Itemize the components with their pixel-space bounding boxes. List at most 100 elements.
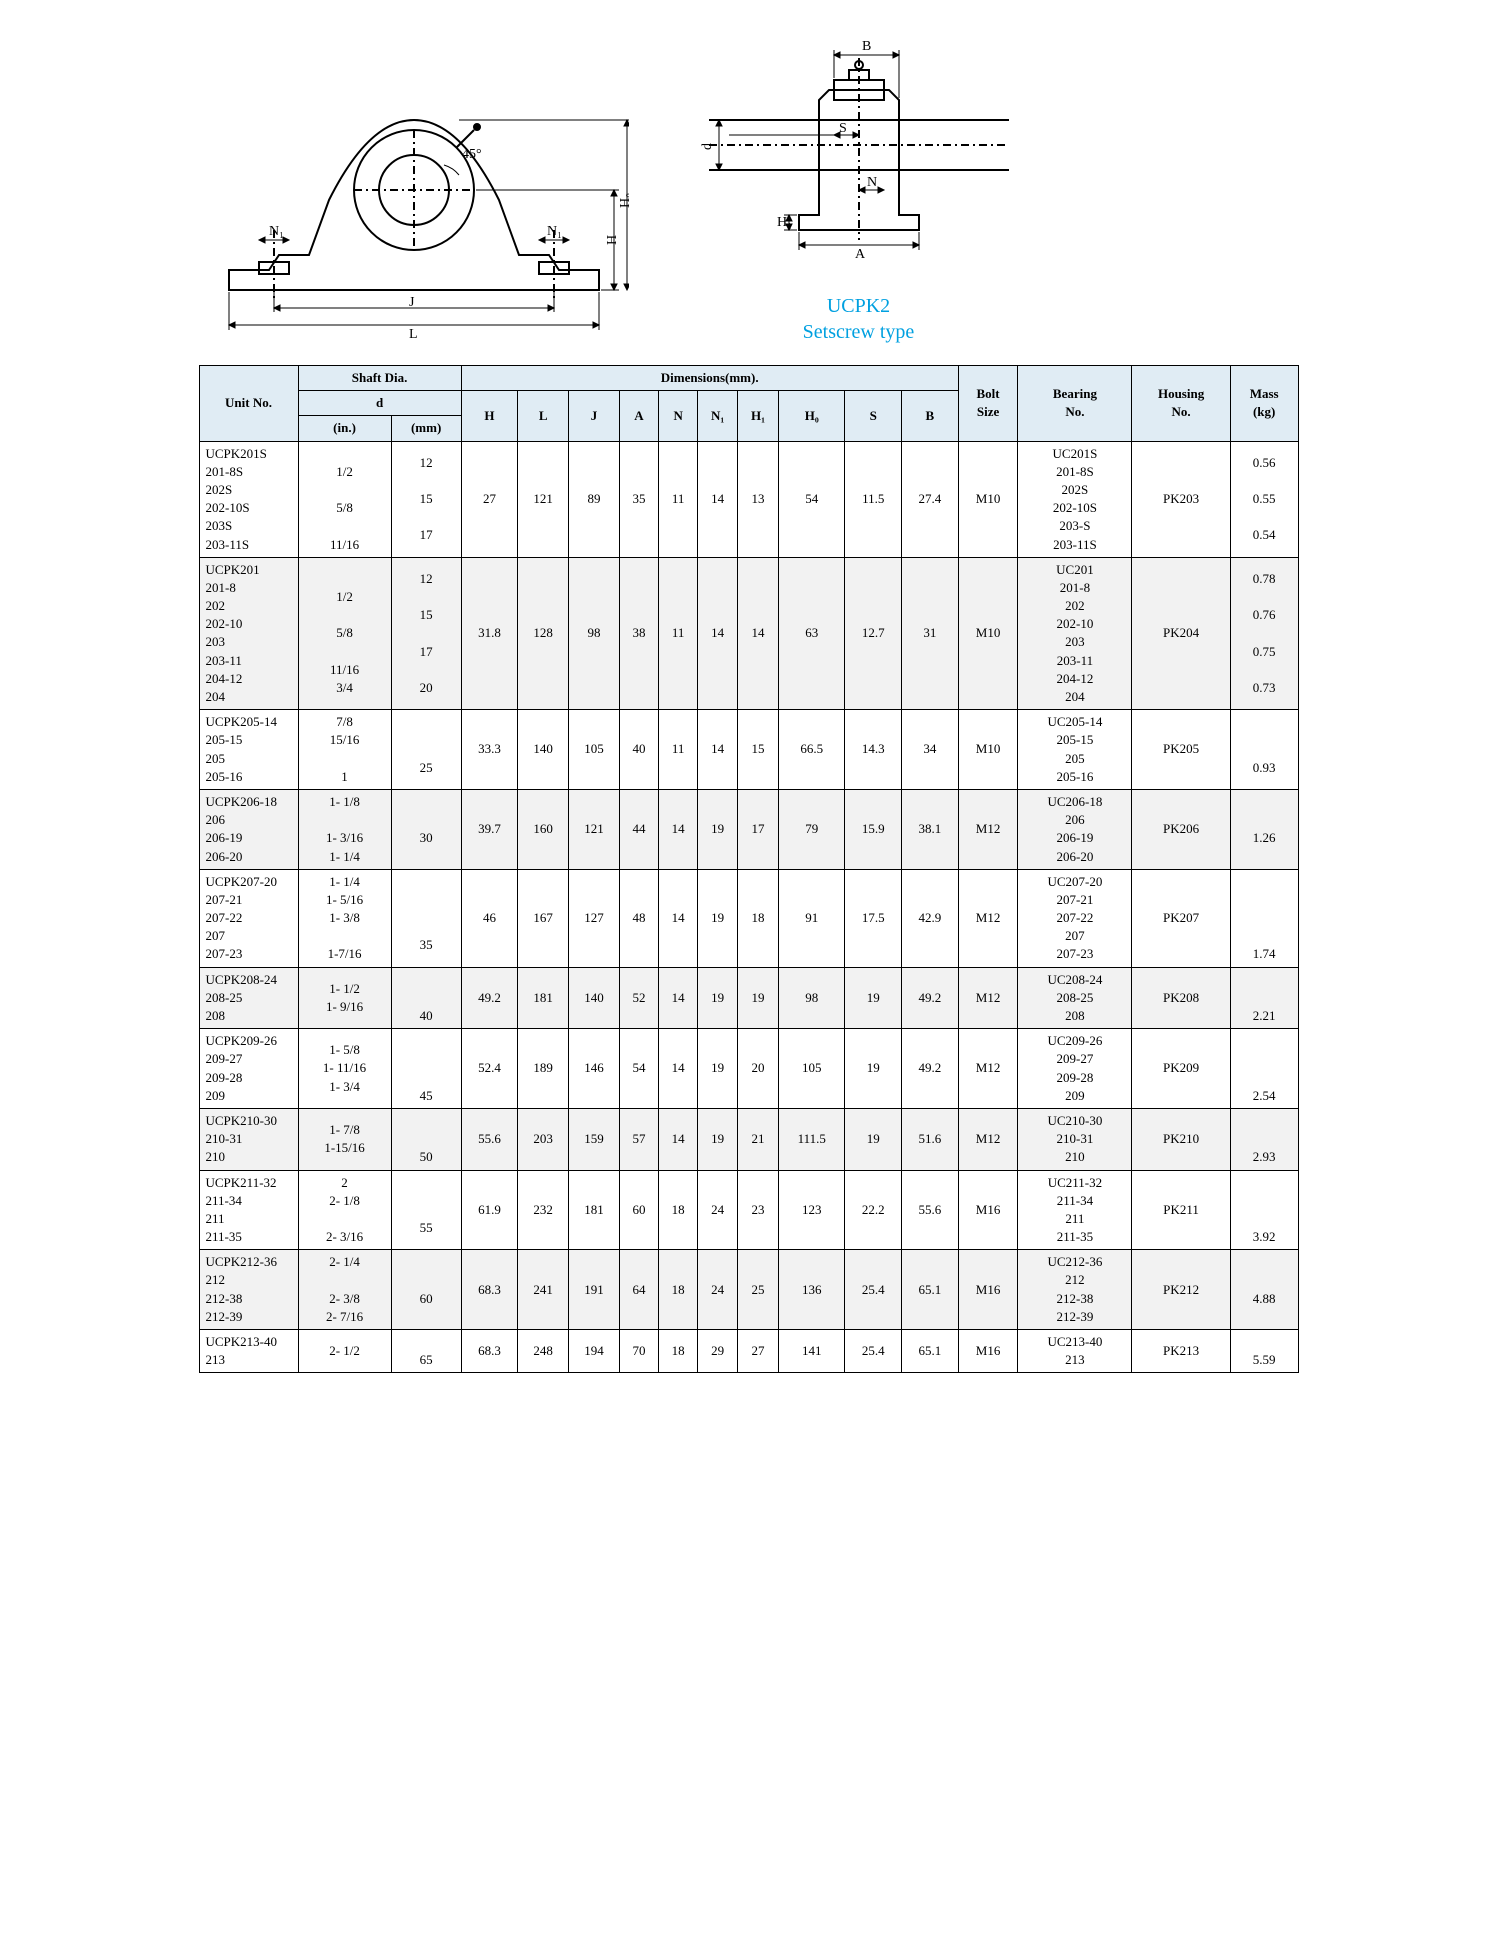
cell-mass: 1.26 [1230,789,1298,869]
cell-h0: 98 [779,967,845,1029]
cell-in: 1/2 5/8 11/16 [298,441,391,557]
cell-unit: UCPK208-24 208-25 208 [199,967,298,1029]
cell-bearing: UC208-24 208-25 208 [1018,967,1132,1029]
cell-s: 14.3 [845,710,902,790]
cell-n: 11 [659,557,698,710]
cell-h0: 136 [779,1250,845,1330]
cell-unit: UCPK210-30 210-31 210 [199,1108,298,1170]
th-s: S [845,391,902,441]
cell-mass: 4.88 [1230,1250,1298,1330]
cell-b: 55.6 [902,1170,959,1250]
cell-unit: UCPK201S 201-8S 202S 202-10S 203S 203-11… [199,441,298,557]
dim-h: H [605,235,620,245]
cell-a: 52 [619,967,658,1029]
cell-h: 46 [461,869,518,967]
cell-mm: 50 [391,1108,461,1170]
cell-h0: 105 [779,1029,845,1109]
table-row: UCPK207-20 207-21 207-22 207 207-231- 1/… [199,869,1298,967]
cell-bolt: M10 [958,441,1018,557]
cell-b: 38.1 [902,789,959,869]
cell-a: 64 [619,1250,658,1330]
cell-s: 15.9 [845,789,902,869]
cell-mm: 12 15 17 [391,441,461,557]
cell-j: 105 [569,710,620,790]
cell-n: 14 [659,967,698,1029]
diagram-row: N₁ N₁ 45° H₀ H J L [199,20,1299,345]
cell-l: 128 [518,557,569,710]
cell-l: 167 [518,869,569,967]
cell-bolt: M16 [958,1170,1018,1250]
cell-n: 11 [659,710,698,790]
cell-mm: 45 [391,1029,461,1109]
cell-a: 54 [619,1029,658,1109]
th-bearing: Bearing No. [1018,366,1132,442]
table-row: UCPK201S 201-8S 202S 202-10S 203S 203-11… [199,441,1298,557]
cell-in: 1- 5/8 1- 11/16 1- 3/4 [298,1029,391,1109]
cell-s: 12.7 [845,557,902,710]
cell-mass: 2.93 [1230,1108,1298,1170]
cell-b: 49.2 [902,1029,959,1109]
cell-housing: PK203 [1132,441,1230,557]
cell-b: 49.2 [902,967,959,1029]
cell-h: 68.3 [461,1330,518,1373]
cell-mm: 35 [391,869,461,967]
cell-h: 39.7 [461,789,518,869]
cell-in: 1- 1/4 1- 5/16 1- 3/8 1-7/16 [298,869,391,967]
cell-h1: 21 [738,1108,779,1170]
cell-s: 25.4 [845,1250,902,1330]
table-row: UCPK201 201-8 202 202-10 203 203-11 204-… [199,557,1298,710]
cell-unit: UCPK206-18 206 206-19 206-20 [199,789,298,869]
cell-h0: 123 [779,1170,845,1250]
th-h0: H₀ [779,391,845,441]
cell-s: 11.5 [845,441,902,557]
th-n: N [659,391,698,441]
cell-housing: PK209 [1132,1029,1230,1109]
cell-bearing: UC210-30 210-31 210 [1018,1108,1132,1170]
th-mm: (mm) [391,416,461,441]
cell-h1: 15 [738,710,779,790]
cell-l: 121 [518,441,569,557]
cell-j: 191 [569,1250,620,1330]
cell-h0: 111.5 [779,1108,845,1170]
cell-h: 55.6 [461,1108,518,1170]
cell-n: 14 [659,869,698,967]
cell-in: 1- 1/8 1- 3/16 1- 1/4 [298,789,391,869]
cell-in: 1/2 5/8 11/16 3/4 [298,557,391,710]
cell-n: 11 [659,441,698,557]
cell-unit: UCPK209-26 209-27 209-28 209 [199,1029,298,1109]
cell-bolt: M12 [958,869,1018,967]
cell-h1: 20 [738,1029,779,1109]
cell-h: 31.8 [461,557,518,710]
side-diagram: B S d N H₁ A UCPK2 Setscrew type [689,20,1029,345]
cell-mass: 1.74 [1230,869,1298,967]
cell-unit: UCPK205-14 205-15 205 205-16 [199,710,298,790]
cell-a: 38 [619,557,658,710]
cell-j: 98 [569,557,620,710]
cell-h1: 17 [738,789,779,869]
th-n1: N₁ [698,391,738,441]
dim-a: A [855,247,866,262]
cell-in: 7/8 15/16 1 [298,710,391,790]
cell-s: 19 [845,1029,902,1109]
cell-bearing: UC201S 201-8S 202S 202-10S 203-S 203-11S [1018,441,1132,557]
cell-n1: 14 [698,441,738,557]
cell-h0: 63 [779,557,845,710]
cell-bearing: UC209-26 209-27 209-28 209 [1018,1029,1132,1109]
cell-in: 2- 1/4 2- 3/8 2- 7/16 [298,1250,391,1330]
cell-j: 146 [569,1029,620,1109]
dim-l: L [409,327,418,340]
cell-mm: 12 15 17 20 [391,557,461,710]
table-row: UCPK212-36 212 212-38 212-392- 1/4 2- 3/… [199,1250,1298,1330]
cell-unit: UCPK201 201-8 202 202-10 203 203-11 204-… [199,557,298,710]
cell-n: 14 [659,1108,698,1170]
th-a: A [619,391,658,441]
cell-j: 121 [569,789,620,869]
cell-bolt: M12 [958,967,1018,1029]
dim-s: S [839,121,847,136]
cell-h0: 91 [779,869,845,967]
th-j: J [569,391,620,441]
th-mass: Mass (kg) [1230,366,1298,442]
cell-unit: UCPK207-20 207-21 207-22 207 207-23 [199,869,298,967]
cell-j: 127 [569,869,620,967]
table-row: UCPK209-26 209-27 209-28 2091- 5/8 1- 11… [199,1029,1298,1109]
